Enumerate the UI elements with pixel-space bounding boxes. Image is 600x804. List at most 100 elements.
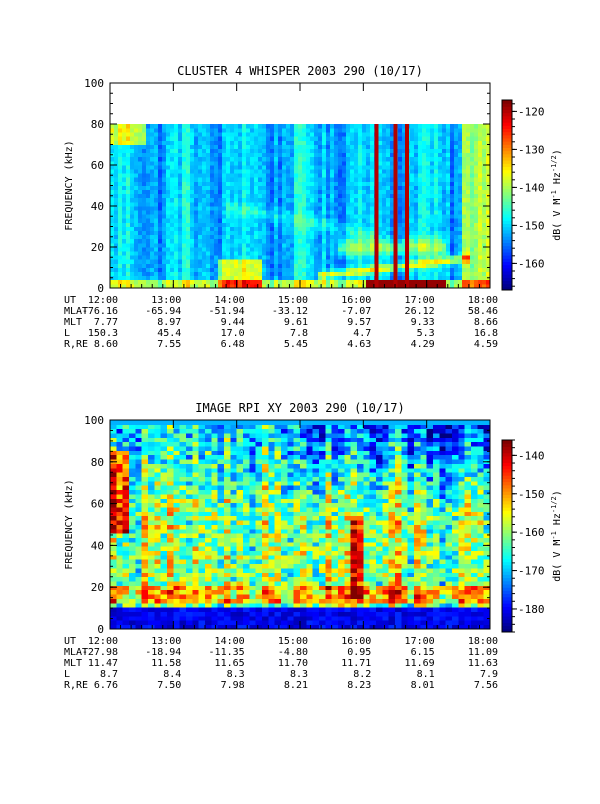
spectrogram-image — [110, 124, 490, 288]
colorbar-swatch — [502, 578, 512, 582]
colorbar-swatch — [502, 555, 512, 559]
colorbar-swatch — [502, 533, 512, 537]
colorbar-swatch — [502, 542, 512, 546]
x-tick-label: 16:00 — [341, 295, 371, 306]
x-tick-label: 17:00 — [405, 295, 435, 306]
chart-title: IMAGE RPI XY 2003 290 (10/17) — [195, 401, 405, 415]
ephemeris-value: 11.47 — [88, 658, 118, 669]
colorbar-swatch — [502, 459, 512, 463]
colorbar-label-part: ) — [552, 490, 563, 496]
colorbar-swatch — [502, 568, 512, 572]
colorbar-label-part: -1 — [550, 531, 558, 539]
ephemeris-value: 26.12 — [405, 306, 435, 317]
ephemeris-value: -76.16 — [82, 306, 118, 317]
colorbar-swatch — [502, 485, 512, 489]
colorbar-label-part: -1 — [550, 190, 558, 198]
colorbar-swatch — [502, 132, 512, 136]
colorbar-swatch — [502, 265, 512, 269]
colorbar-swatch — [502, 157, 512, 161]
colorbar-label-part: Hz — [552, 513, 563, 531]
colorbar-swatch — [502, 205, 512, 209]
colorbar-tick-label: -140 — [518, 181, 545, 194]
colorbar-swatch — [502, 469, 512, 473]
colorbar-swatch — [502, 466, 512, 470]
ephemeris-value: 7.98 — [221, 680, 245, 691]
colorbar-swatch — [502, 562, 512, 566]
ephemeris-value: 4.59 — [474, 339, 498, 350]
colorbar-swatch — [502, 510, 512, 514]
colorbar-swatch — [502, 160, 512, 164]
colorbar-label-part: ) — [552, 149, 563, 155]
x-tick-label: 14:00 — [215, 636, 245, 647]
colorbar-swatch — [502, 192, 512, 196]
x-tick-label: 12:00 — [88, 636, 118, 647]
colorbar-swatch — [502, 558, 512, 562]
colorbar-swatch — [502, 507, 512, 511]
colorbar-tick-label: -130 — [518, 143, 545, 156]
colorbar-label-part: Hz — [552, 172, 563, 190]
y-axis-label: FREQUENCY (kHz) — [64, 140, 75, 230]
colorbar-swatch — [502, 603, 512, 607]
colorbar-swatch — [502, 163, 512, 167]
y-tick-label: 100 — [84, 414, 104, 427]
colorbar-swatch — [502, 268, 512, 272]
colorbar-tick-label: -170 — [518, 565, 545, 578]
colorbar-tick-label: -150 — [518, 488, 545, 501]
ephemeris-value: 8.21 — [284, 680, 308, 691]
colorbar-label-part: -1/2 — [550, 496, 558, 513]
colorbar-tick-label: -140 — [518, 449, 545, 462]
colorbar-swatch — [502, 526, 512, 530]
ephemeris-value: 4.7 — [353, 328, 371, 339]
colorbar-swatch — [502, 100, 512, 104]
colorbar-swatch — [502, 619, 512, 623]
colorbar-swatch — [502, 154, 512, 158]
colorbar-swatch — [502, 173, 512, 177]
colorbar-swatch — [502, 110, 512, 114]
colorbar-swatch — [502, 549, 512, 553]
colorbar-swatch — [502, 258, 512, 262]
y-tick-label: 0 — [97, 282, 104, 295]
colorbar-label: dB( V M-1 Hz-1/2) — [550, 149, 563, 241]
ephemeris-row-label: UT — [64, 636, 76, 647]
colorbar-swatch — [502, 482, 512, 486]
colorbar-swatch — [502, 116, 512, 120]
colorbar-swatch — [502, 167, 512, 171]
colorbar-swatch — [502, 220, 512, 224]
colorbar-swatch — [502, 504, 512, 508]
colorbar-swatch — [502, 119, 512, 123]
colorbar-swatch — [502, 103, 512, 107]
colorbar-swatch — [502, 281, 512, 285]
colorbar-swatch — [502, 594, 512, 598]
colorbar-swatch — [502, 523, 512, 527]
ephemeris-table: UTMLATMLTLR,RE12:00-27.9811.478.76.7613:… — [64, 636, 498, 691]
colorbar-swatch — [502, 472, 512, 476]
ephemeris-row-label: R,RE — [64, 680, 88, 691]
ephemeris-value: 11.71 — [341, 658, 371, 669]
colorbar-swatch — [502, 198, 512, 202]
colorbar-swatch — [502, 208, 512, 212]
colorbar-swatch — [502, 252, 512, 256]
y-tick-label: 20 — [91, 581, 104, 594]
colorbar-swatch — [502, 450, 512, 454]
ephemeris-value: 11.58 — [151, 658, 181, 669]
colorbar-swatch — [502, 284, 512, 288]
x-tick-label: 18:00 — [468, 295, 498, 306]
ephemeris-value: 58.46 — [468, 306, 498, 317]
ephemeris-value: 11.70 — [278, 658, 308, 669]
colorbar-swatch — [502, 552, 512, 556]
colorbar-swatch — [502, 446, 512, 450]
colorbar-swatch — [502, 440, 512, 444]
spectrogram-panel-1: CLUSTER 4 WHISPER 2003 290 (10/17)020406… — [64, 64, 563, 350]
colorbar-swatch — [502, 613, 512, 617]
colorbar-swatch — [502, 122, 512, 126]
ephemeris-value: 150.3 — [88, 328, 118, 339]
y-tick-label: 60 — [91, 498, 104, 511]
chart-title: CLUSTER 4 WHISPER 2003 290 (10/17) — [177, 64, 423, 78]
x-tick-label: 13:00 — [151, 636, 181, 647]
ephemeris-value: -18.94 — [145, 647, 181, 658]
x-tick-label: 14:00 — [215, 295, 245, 306]
ephemeris-value: 8.7 — [100, 669, 118, 680]
colorbar-swatch — [502, 514, 512, 518]
ephemeris-value: 4.63 — [347, 339, 371, 350]
